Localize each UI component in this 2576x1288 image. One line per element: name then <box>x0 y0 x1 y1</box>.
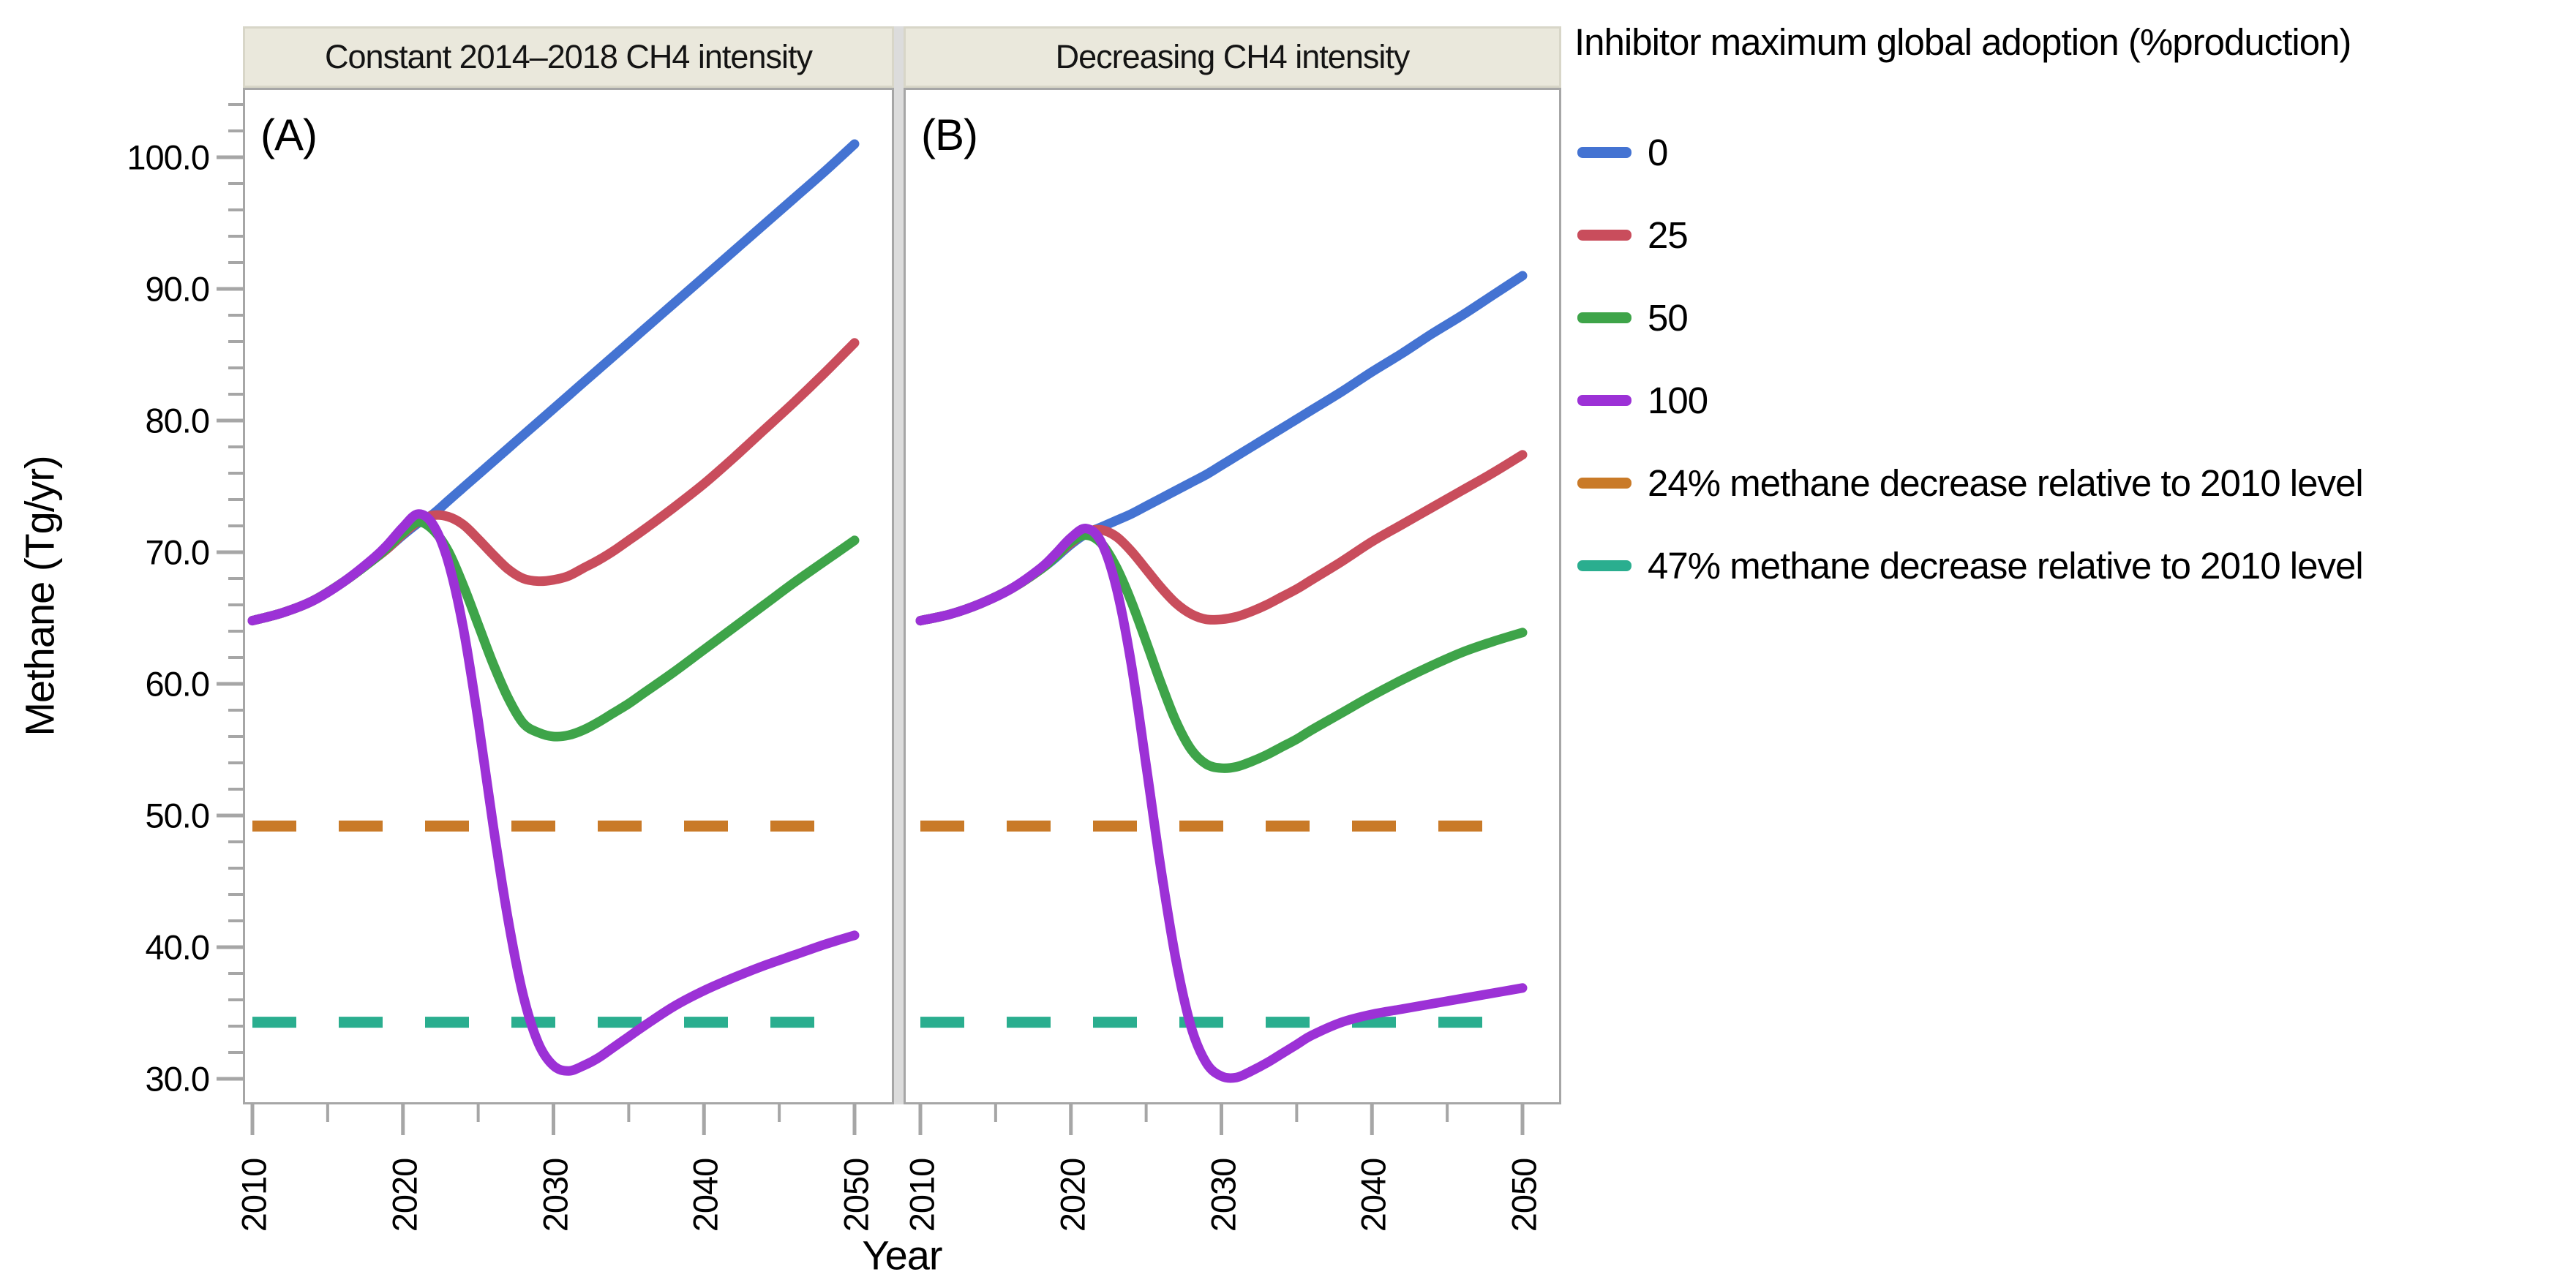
legend-item-1[interactable]: 0 <box>1577 131 1668 173</box>
legend-line-swatch-icon <box>1577 146 1631 158</box>
y-tick-label: 100.0 <box>127 138 210 177</box>
legend-item-4[interactable]: 100 <box>1577 379 1708 421</box>
legend-item-label: 0 <box>1648 131 1668 173</box>
legend-item-label: 50 <box>1648 296 1689 339</box>
y-tick-label: 30.0 <box>145 1059 210 1099</box>
y-tick-label: 60.0 <box>145 664 210 704</box>
legend-line-swatch-icon <box>1577 229 1631 241</box>
series-line-100-panel-B[interactable] <box>915 524 1528 1083</box>
legend-dash-swatch-icon <box>1577 477 1631 489</box>
x-tick-label: 2040 <box>686 1158 725 1232</box>
legend-item-5[interactable]: 24% methane decrease relative to 2010 le… <box>1577 462 2364 504</box>
legend-item-3[interactable]: 50 <box>1577 296 1689 339</box>
y-tick-label: 90.0 <box>145 269 210 309</box>
legend-item-label: 24% methane decrease relative to 2010 le… <box>1648 462 2364 504</box>
x-tick-label: 2030 <box>1203 1158 1242 1232</box>
x-tick-label: 2020 <box>385 1158 424 1232</box>
legend-item-label: 25 <box>1648 214 1689 256</box>
x-tick-label: 2010 <box>234 1158 274 1232</box>
x-axis-title: Year <box>862 1232 942 1278</box>
x-tick-label: 2020 <box>1053 1158 1092 1232</box>
legend-item-label: 47% methane decrease relative to 2010 le… <box>1648 544 2364 587</box>
x-tick-label: 2040 <box>1353 1158 1393 1232</box>
panel-a-header: Constant 2014–2018 CH4 intensity <box>243 26 894 88</box>
y-axis-title: Methane (Tg/yr) <box>16 456 63 737</box>
panel-divider <box>894 26 904 1104</box>
series-line-100-panel-A[interactable] <box>247 509 860 1076</box>
legend-item-2[interactable]: 25 <box>1577 214 1689 256</box>
legend-line-swatch-icon <box>1577 394 1631 406</box>
y-tick-label: 70.0 <box>145 532 210 572</box>
panel-b-label: (B) <box>921 110 978 159</box>
panel-b-header: Decreasing CH4 intensity <box>904 26 1561 88</box>
x-tick-label: 2050 <box>836 1158 876 1232</box>
y-tick-label: 40.0 <box>145 927 210 967</box>
panel-a-plot-area <box>243 88 894 1104</box>
legend-line-swatch-icon <box>1577 312 1631 323</box>
panel-a-label: (A) <box>260 110 318 159</box>
legend-dash-swatch-icon <box>1577 560 1631 571</box>
x-tick-label: 2030 <box>536 1158 574 1232</box>
y-tick-label: 50.0 <box>145 796 210 835</box>
legend-title: Inhibitor maximum global adoption (%prod… <box>1574 21 2351 63</box>
y-tick-label: 80.0 <box>145 401 210 440</box>
panel-b-plot-area <box>904 88 1561 1104</box>
x-tick-label: 2050 <box>1504 1158 1544 1232</box>
legend-item-6[interactable]: 47% methane decrease relative to 2010 le… <box>1577 544 2364 587</box>
legend-item-label: 100 <box>1648 379 1708 421</box>
x-tick-label: 2010 <box>902 1158 942 1232</box>
